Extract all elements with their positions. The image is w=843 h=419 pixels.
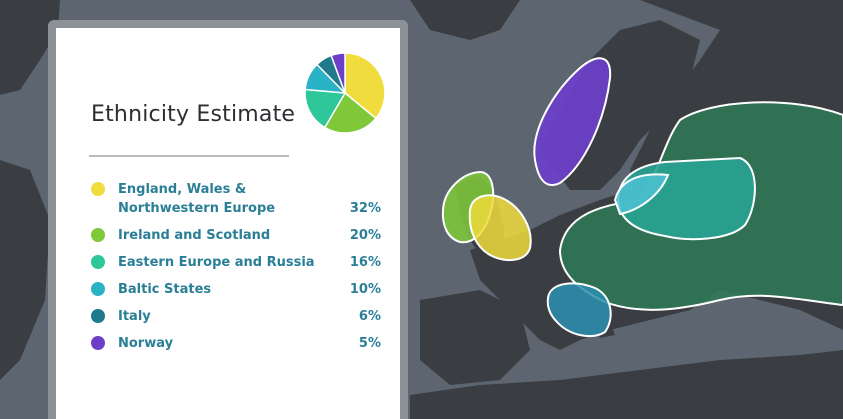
landmass-africa [410,350,843,419]
legend-dot [91,228,105,242]
landmass-north-america [0,0,60,380]
legend-dot [91,255,105,269]
region-italy [546,282,612,338]
ethnicity-name: Eastern Europe and Russia [118,255,315,270]
ethnicity-name: Italy [118,309,151,324]
ethnicity-percent: 32% [349,201,381,216]
region-norway [533,57,612,186]
ethnicity-name: Ireland and Scotland [118,228,271,243]
pie-slice [344,52,386,120]
ethnicity-card-frame: Ethnicity Estimate England, Wales & Nort… [48,20,408,419]
landmass-greenland [410,0,520,40]
legend-item[interactable]: Italy 6% [91,307,381,334]
pie-slice [330,52,346,94]
ethnicity-legend: England, Wales & Northwestern Europe 32% I… [91,180,381,361]
legend-item[interactable]: Eastern Europe and Russia 16% [91,253,381,280]
legend-dot [91,282,105,296]
ethnicity-percent: 5% [358,336,381,351]
ethnicity-name: Baltic States [118,282,212,297]
ethnicity-pie-chart [304,52,386,134]
card-title: Ethnicity Estimate [91,102,296,127]
landmass-iberia [420,290,530,385]
ethnicity-name: England, Wales & Northwestern Europe [118,182,276,216]
pie-slice [304,88,347,129]
pie-slice [323,91,377,134]
legend-item[interactable]: Norway 5% [91,334,381,361]
legend-item[interactable]: Baltic States 10% [91,280,381,307]
region-england-wales-nw-europe [468,194,532,261]
legend-dot [91,182,105,196]
legend-dot [91,309,105,323]
legend-dot [91,336,105,350]
ethnicity-card: Ethnicity Estimate England, Wales & Nort… [56,28,400,419]
legend-item[interactable]: Ireland and Scotland 20% [91,226,381,253]
legend-item[interactable]: England, Wales & Northwestern Europe 32% [91,180,381,226]
ethnicity-name: Norway [118,336,174,351]
title-divider [89,155,289,157]
ethnicity-percent: 16% [349,255,381,270]
region-baltic-west-lobe [613,173,670,216]
ethnicity-percent: 20% [349,228,381,243]
ethnicity-percent: 10% [349,282,381,297]
ethnicity-percent: 6% [358,309,381,324]
